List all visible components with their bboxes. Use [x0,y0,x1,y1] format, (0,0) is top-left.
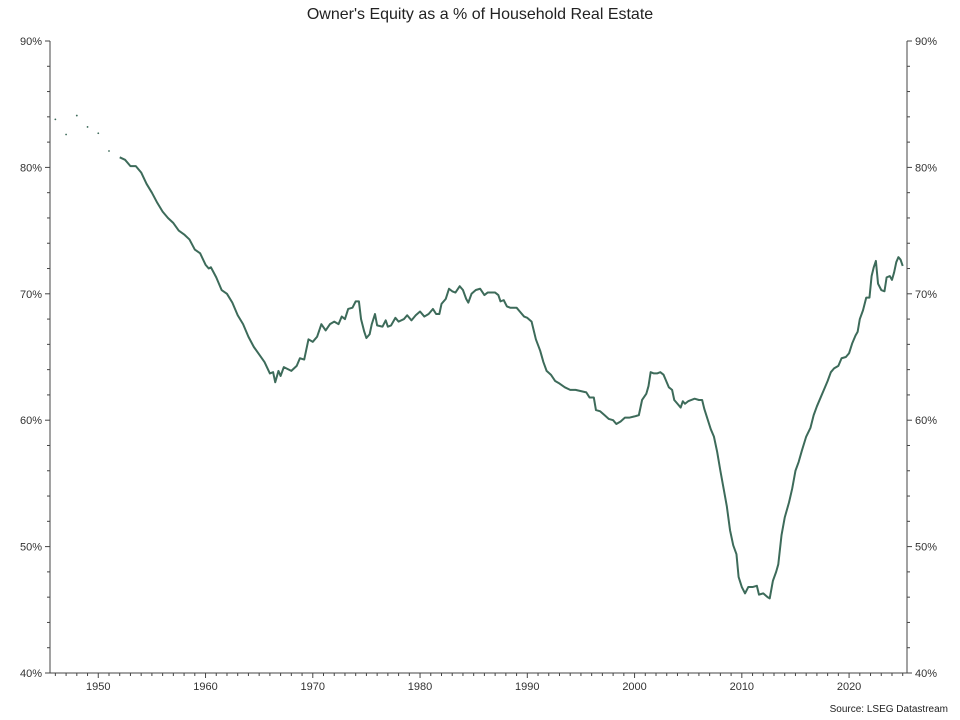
y-tick-label-left: 70% [20,289,42,301]
series-line-owners-equity [119,156,904,600]
data-point-dot [54,118,57,121]
x-tick-label: 2010 [730,681,754,693]
y-tick-label-right: 50% [915,542,937,554]
y-tick-label-right: 40% [915,668,937,680]
y-tick-label-right: 70% [915,289,937,301]
y-tick-label-left: 40% [20,668,42,680]
y-tick-label-left: 90% [20,36,42,48]
source-note: Source: LSEG Datastream [829,704,948,715]
chart-title: Owner's Equity as a % of Household Real … [306,6,654,23]
series-layer [54,114,904,600]
x-tick-label: 2020 [837,681,861,693]
y-tick-label-right: 60% [915,415,937,427]
data-point-dot [75,114,78,117]
x-tick-label: 1950 [86,681,110,693]
y-tick-label-left: 80% [20,162,42,174]
tick-labels: 40% 40% 50% 50% 60% 60% 70% 70% 80% 80% 90% 90% 1950… [20,36,937,693]
data-point-dot [97,132,100,135]
data-point-dot [108,150,110,152]
x-tick-label: 1970 [301,681,325,693]
x-tick-label: 1960 [193,681,217,693]
data-point-dot [86,126,89,128]
axes [49,41,908,674]
x-tick-label: 1980 [408,681,432,693]
x-tick-label: 1990 [515,681,539,693]
x-tick-label: 2000 [622,681,646,693]
y-tick-label-left: 60% [20,415,42,427]
y-tick-label-right: 90% [915,36,937,48]
y-tick-label-right: 80% [915,162,937,174]
tick-marks [45,40,912,678]
data-point-dot [65,133,67,136]
y-tick-label-left: 50% [20,542,42,554]
